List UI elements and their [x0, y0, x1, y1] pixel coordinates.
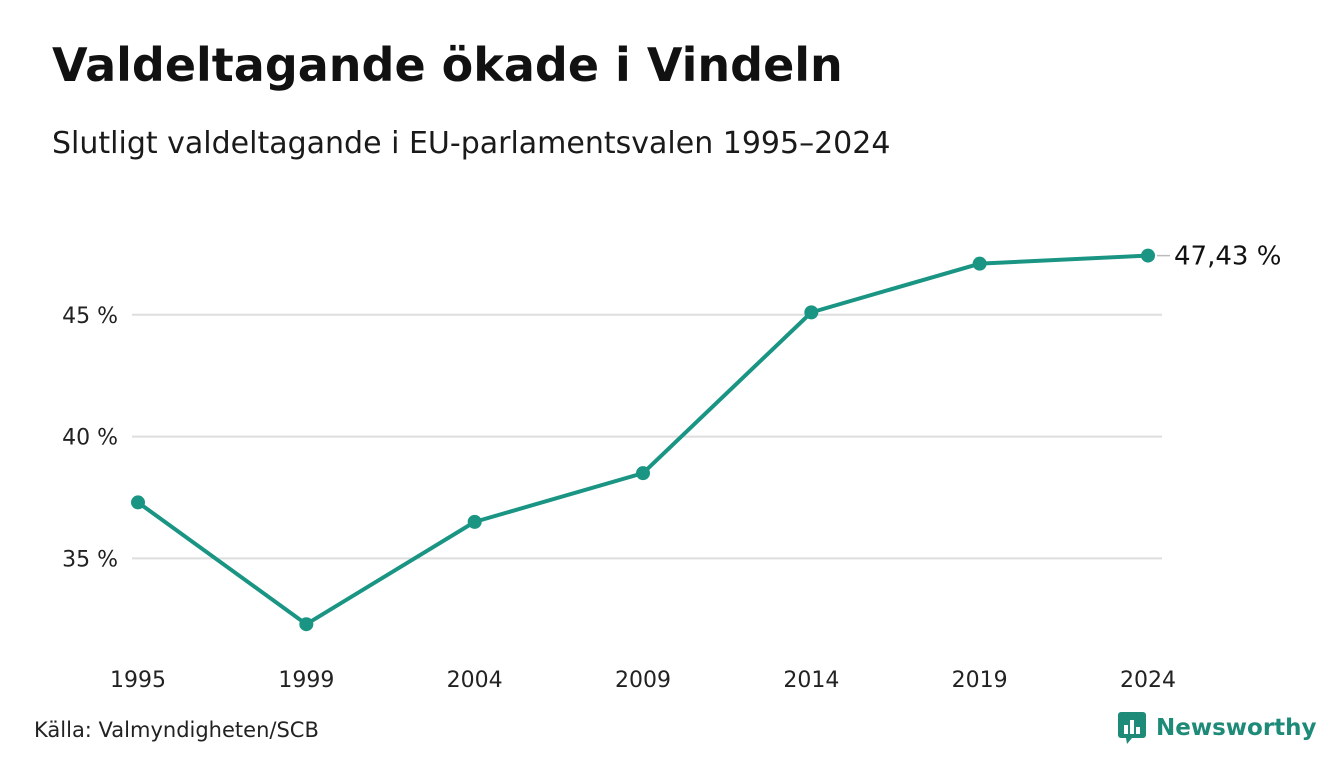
series-line	[131, 248, 1155, 632]
data-point	[636, 466, 650, 481]
source-note: Källa: Valmyndigheten/SCB	[34, 718, 319, 742]
data-point	[131, 495, 145, 510]
newsworthy-logo-icon	[1118, 712, 1146, 744]
data-point	[1141, 248, 1155, 263]
data-point	[804, 305, 819, 320]
end-value-label: 47,43 %	[1174, 242, 1281, 272]
data-point	[972, 256, 987, 271]
x-axis-ticks: 1995 1999 2004 2009 2014 2019 2024	[110, 668, 1176, 693]
x-tick-label: 1999	[278, 668, 334, 693]
x-tick-label: 2004	[447, 668, 503, 693]
series-polyline	[136, 253, 1150, 627]
x-tick-label: 2024	[1120, 668, 1176, 693]
data-point	[467, 514, 482, 529]
y-axis-ticks: 35 % 40 % 45 %	[62, 304, 118, 573]
x-tick-label: 1995	[110, 668, 166, 693]
x-tick-label: 2014	[783, 668, 839, 693]
y-tick-label: 40 %	[62, 426, 118, 451]
x-tick-label: 2009	[615, 668, 671, 693]
chart-subtitle: Slutligt valdeltagande i EU-parlamentsva…	[52, 126, 891, 161]
brand-name: Newsworthy	[1156, 715, 1317, 741]
y-tick-label: 35 %	[62, 547, 118, 572]
data-point	[299, 617, 314, 632]
brand-logo[interactable]: Newsworthy	[1118, 712, 1317, 744]
x-tick-label: 2019	[952, 668, 1008, 693]
chart-title: Valdeltagande ökade i Vindeln	[52, 38, 843, 92]
y-tick-label: 45 %	[62, 304, 118, 329]
gridlines	[132, 313, 1162, 560]
data-labels: 47,43 %	[1157, 242, 1281, 272]
